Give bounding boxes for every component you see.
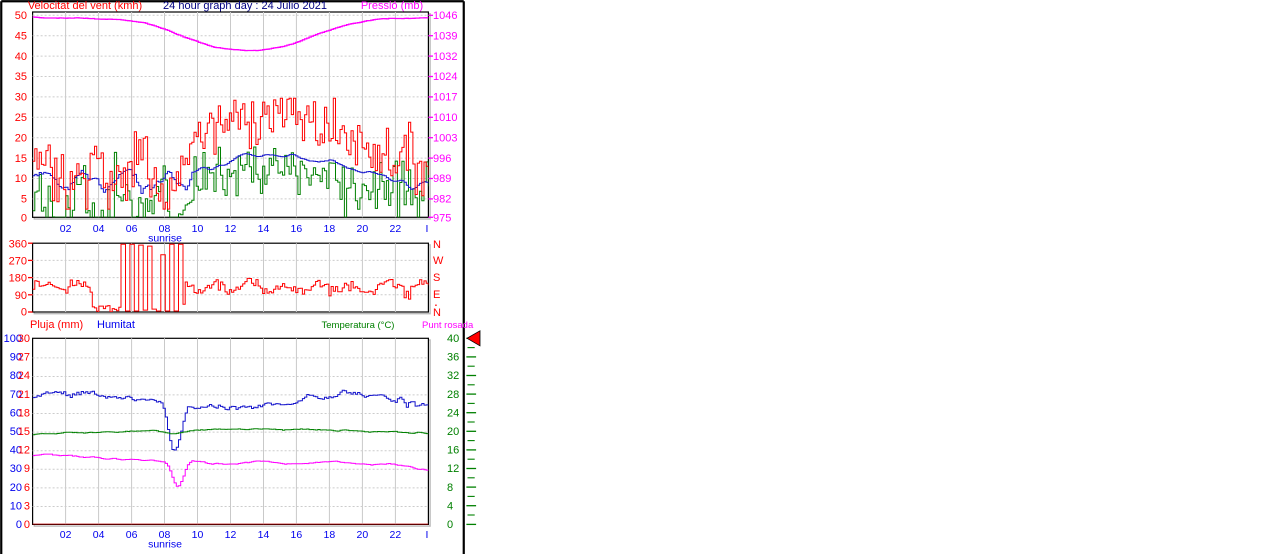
svg-text:20: 20	[10, 482, 22, 494]
svg-text:996: 996	[433, 153, 451, 165]
svg-text:Punt rosada: Punt rosada	[422, 320, 474, 331]
svg-text:3: 3	[24, 500, 30, 512]
svg-text:W: W	[433, 255, 444, 267]
svg-text:35: 35	[15, 71, 27, 83]
svg-text:06: 06	[126, 223, 138, 235]
svg-text:90: 90	[15, 290, 27, 302]
svg-text:28: 28	[447, 389, 459, 401]
svg-text:22: 22	[390, 223, 402, 235]
svg-text:21: 21	[18, 389, 30, 401]
svg-text:20: 20	[15, 132, 27, 144]
svg-text:0: 0	[21, 307, 27, 319]
svg-text:5: 5	[21, 194, 27, 206]
svg-text:45: 45	[15, 30, 27, 42]
svg-text:22: 22	[390, 529, 402, 541]
svg-text:12: 12	[18, 445, 30, 457]
svg-text:10: 10	[15, 173, 27, 185]
svg-text:8: 8	[447, 482, 453, 494]
svg-text:16: 16	[291, 223, 303, 235]
svg-text:270: 270	[9, 256, 27, 268]
svg-text:1046: 1046	[433, 10, 457, 22]
svg-text:S: S	[433, 272, 440, 284]
svg-text:975: 975	[433, 212, 451, 224]
svg-text:180: 180	[9, 273, 27, 285]
svg-text:40: 40	[15, 51, 27, 63]
svg-text:24: 24	[18, 370, 30, 382]
svg-text:24: 24	[447, 407, 459, 419]
svg-text:Pluja (mm): Pluja (mm)	[30, 319, 83, 331]
svg-text:20: 20	[447, 426, 459, 438]
svg-text:6: 6	[24, 482, 30, 494]
svg-text:4: 4	[447, 500, 453, 512]
svg-text:25: 25	[15, 112, 27, 124]
svg-text:14: 14	[258, 529, 270, 541]
svg-text:40: 40	[447, 333, 459, 345]
svg-text:04: 04	[93, 529, 105, 541]
svg-text:10: 10	[192, 529, 204, 541]
svg-text:0: 0	[24, 519, 30, 531]
svg-text:20: 20	[357, 223, 369, 235]
svg-text:Velocitat del vent (kmh): Velocitat del vent (kmh)	[28, 0, 142, 12]
svg-text:10: 10	[10, 500, 22, 512]
svg-text:Humitat: Humitat	[97, 319, 135, 331]
svg-text:Temperatura (°C): Temperatura (°C)	[322, 320, 395, 331]
svg-text:0: 0	[21, 212, 27, 224]
svg-text:16: 16	[447, 445, 459, 457]
svg-text:1017: 1017	[433, 92, 457, 104]
svg-text:360: 360	[9, 239, 27, 251]
svg-text:N: N	[433, 239, 441, 251]
svg-text:982: 982	[433, 194, 451, 206]
svg-text:02: 02	[60, 223, 72, 235]
svg-text:20: 20	[357, 529, 369, 541]
svg-text:30: 30	[18, 333, 30, 345]
svg-text:12: 12	[225, 223, 237, 235]
svg-text:10: 10	[192, 223, 204, 235]
svg-text:1024: 1024	[433, 71, 457, 83]
svg-text:15: 15	[15, 153, 27, 165]
svg-text:Pressió (mb): Pressió (mb)	[361, 0, 423, 12]
svg-text:16: 16	[291, 529, 303, 541]
svg-text:02: 02	[60, 529, 72, 541]
svg-text:30: 30	[15, 92, 27, 104]
svg-text:06: 06	[126, 529, 138, 541]
svg-text:0: 0	[16, 519, 22, 531]
svg-text:N: N	[433, 307, 441, 319]
svg-text:18: 18	[18, 407, 30, 419]
svg-text:0: 0	[447, 519, 453, 531]
svg-text:32: 32	[447, 370, 459, 382]
svg-text:30: 30	[10, 463, 22, 475]
svg-text:04: 04	[93, 223, 105, 235]
svg-text:15: 15	[18, 426, 30, 438]
svg-text:36: 36	[447, 352, 459, 364]
svg-text:I: I	[426, 529, 429, 541]
svg-text:14: 14	[258, 223, 270, 235]
svg-text:18: 18	[324, 223, 336, 235]
svg-text:1032: 1032	[433, 51, 457, 63]
svg-text:24 hour graph day : 24 Julio 2: 24 hour graph day : 24 Julio 2021	[163, 0, 327, 12]
svg-text:9: 9	[24, 463, 30, 475]
svg-text:1039: 1039	[433, 30, 457, 42]
svg-text:989: 989	[433, 173, 451, 185]
svg-text:sunrise: sunrise	[148, 539, 182, 551]
svg-text:50: 50	[15, 10, 27, 22]
svg-text:I: I	[426, 223, 429, 235]
svg-text:12: 12	[447, 463, 459, 475]
svg-text:27: 27	[18, 352, 30, 364]
svg-text:18: 18	[324, 529, 336, 541]
svg-text:1010: 1010	[433, 112, 457, 124]
svg-text:12: 12	[225, 529, 237, 541]
svg-text:1003: 1003	[433, 132, 457, 144]
